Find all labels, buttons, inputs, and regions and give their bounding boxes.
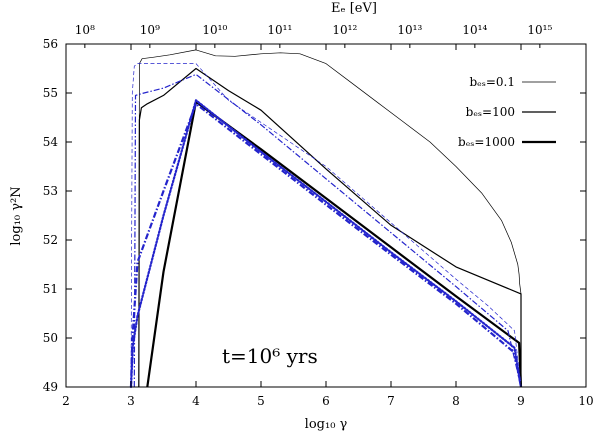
top-tick-label-4: 10¹¹ [267, 23, 292, 37]
series-line-6 [129, 99, 523, 389]
top-tick-label-8: 10¹⁵ [527, 23, 552, 37]
x-axis-label: log₁₀ γ [305, 417, 348, 432]
series-lines [129, 49, 523, 389]
x-tick-label-7: 7 [387, 394, 395, 408]
top-tick-label-2: 10⁹ [140, 23, 160, 37]
series-line-5 [133, 73, 522, 388]
y-tick-label-53: 53 [43, 184, 58, 198]
series-line-1 [138, 49, 522, 388]
x-tick-label-4: 4 [192, 394, 200, 408]
x-tick-label-2: 2 [62, 394, 70, 408]
plot-frame [65, 43, 587, 388]
y-axis-label: log₁₀ γ²N [9, 186, 24, 245]
legend-label-3: bₑₛ=1000 [458, 135, 515, 149]
x-tick-label-10: 10 [578, 394, 593, 408]
legend-label-2: bₑₛ=100 [466, 105, 515, 119]
y-tick-label-54: 54 [43, 135, 59, 149]
series-line-2 [138, 67, 522, 388]
y-tick-label-51: 51 [43, 282, 58, 296]
y-tick-label-55: 55 [43, 86, 58, 100]
top-tick-label-1: 10⁸ [75, 23, 95, 37]
top-x-axis-label: Eₑ [eV] [331, 1, 377, 16]
series-line-4 [130, 63, 522, 388]
x-tick-label-9: 9 [517, 394, 525, 408]
series-line-7 [129, 102, 523, 388]
time-annotation: t=10⁶ yrs [222, 344, 318, 368]
series-line-3 [146, 100, 523, 388]
x-tick-label-8: 8 [452, 394, 460, 408]
top-tick-label-3: 10¹⁰ [202, 23, 227, 37]
y-tick-label-52: 52 [43, 233, 58, 247]
x-tick-label-5: 5 [257, 394, 265, 408]
legend-label-1: bₑₛ=0.1 [469, 75, 515, 89]
y-tick-label-49: 49 [43, 380, 58, 394]
y-tick-label-56: 56 [43, 37, 58, 51]
top-tick-label-5: 10¹² [332, 23, 357, 37]
x-tick-label-3: 3 [127, 394, 135, 408]
legend: bₑₛ=0.1 bₑₛ=100 bₑₛ=1000 [458, 75, 556, 149]
top-tick-label-6: 10¹³ [397, 23, 422, 37]
top-tick-label-7: 10¹⁴ [462, 23, 487, 37]
x-tick-label-6: 6 [322, 394, 330, 408]
y-tick-label-50: 50 [43, 331, 58, 345]
